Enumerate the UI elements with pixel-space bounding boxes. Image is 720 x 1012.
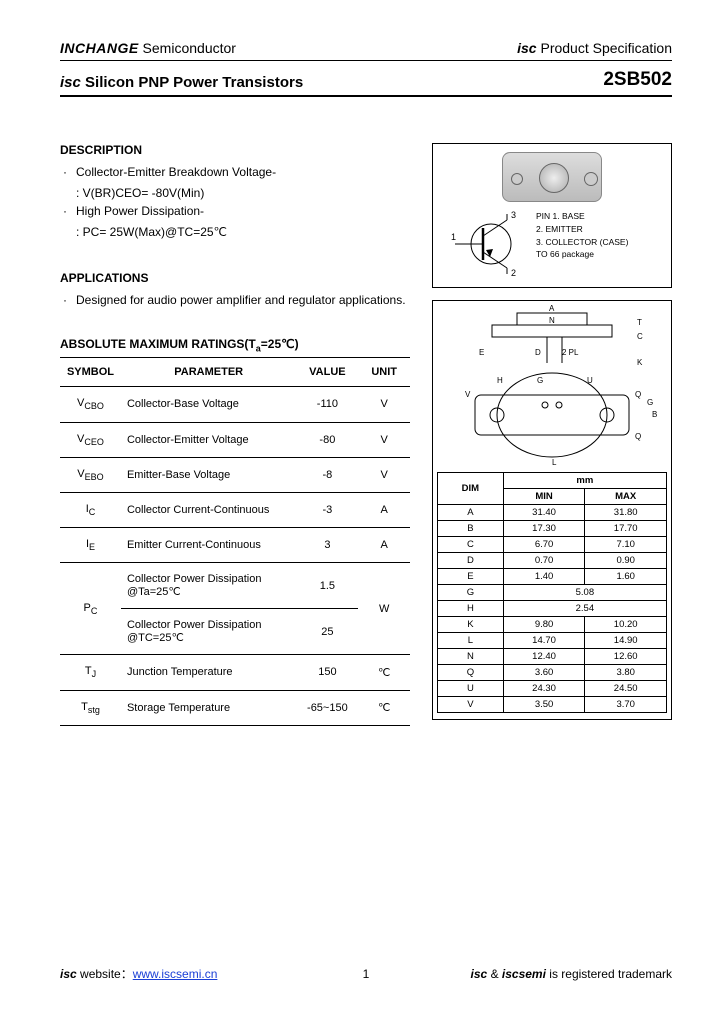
desc-item-2-sub: : PC= 25W(Max)@TC=25℃	[60, 223, 414, 241]
footer-website: isc website：www.iscsemi.cn	[60, 965, 217, 982]
svg-text:E: E	[479, 348, 484, 357]
table-row: TstgStorage Temperature-65~150℃	[60, 690, 410, 725]
page-header: INCHANGE Semiconductor isc Product Speci…	[60, 40, 672, 61]
col-param: PARAMETER	[121, 358, 296, 387]
table-row: V3.503.70	[438, 697, 667, 713]
svg-text:H: H	[497, 376, 503, 385]
svg-text:G: G	[537, 376, 543, 385]
page-number: 1	[363, 967, 370, 981]
title-row: isc Silicon PNP Power Transistors 2SB502	[60, 69, 672, 97]
svg-text:A: A	[549, 305, 555, 313]
package-photo	[502, 152, 602, 202]
dimensions-box: A N T C E K D 2 PL V H G U Q G B	[432, 300, 672, 720]
svg-text:1: 1	[451, 232, 456, 242]
svg-text:U: U	[587, 376, 593, 385]
bullet-icon: ·	[60, 163, 70, 181]
website-link[interactable]: www.iscsemi.cn	[133, 967, 218, 981]
table-row: B17.3017.70	[438, 521, 667, 537]
company-name: INCHANGE Semiconductor	[60, 40, 236, 56]
svg-text:Q: Q	[635, 390, 641, 399]
table-row: E1.401.60	[438, 569, 667, 585]
svg-text:K: K	[637, 358, 643, 367]
applications-heading: APPLICATIONS	[60, 271, 414, 285]
table-row: D0.700.90	[438, 553, 667, 569]
table-row: PCCollector Power Dissipation @Ta=25℃1.5…	[60, 563, 410, 609]
doc-title: isc Silicon PNP Power Transistors	[60, 74, 303, 91]
spec-rest: Product Specification	[537, 40, 672, 56]
main-content: DESCRIPTION · Collector-Emitter Breakdown…	[60, 143, 672, 726]
ratings-table: SYMBOL PARAMETER VALUE UNIT VCBOCollecto…	[60, 357, 410, 725]
part-number: 2SB502	[603, 69, 672, 91]
table-row: VCEOCollector-Emitter Voltage-80V	[60, 422, 410, 457]
col-unit: UNIT	[358, 358, 410, 387]
table-row: L14.7014.90	[438, 633, 667, 649]
svg-text:D: D	[535, 348, 541, 357]
description-section: DESCRIPTION · Collector-Emitter Breakdown…	[60, 143, 414, 241]
table-row: A31.4031.80	[438, 505, 667, 521]
ratings-heading: ABSOLUTE MAXIMUM RATINGS(Ta=25℃)	[60, 337, 414, 353]
table-row: VCBOCollector-Base Voltage-110V	[60, 387, 410, 422]
col-symbol: SYMBOL	[60, 358, 121, 387]
svg-text:G: G	[647, 398, 653, 407]
company-rest: Semiconductor	[139, 40, 236, 56]
svg-text:Q: Q	[635, 432, 641, 441]
svg-text:2 PL: 2 PL	[562, 348, 579, 357]
spec-isc: isc	[517, 40, 536, 56]
bullet-icon: ·	[60, 202, 70, 220]
table-row: Q3.603.80	[438, 665, 667, 681]
description-heading: DESCRIPTION	[60, 143, 414, 157]
table-row: IEEmitter Current-Continuous3A	[60, 528, 410, 563]
table-row: N12.4012.60	[438, 649, 667, 665]
table-row: VEBOEmitter-Base Voltage-8V	[60, 457, 410, 492]
svg-text:B: B	[652, 410, 657, 419]
col-max: MAX	[585, 489, 667, 505]
col-value: VALUE	[296, 358, 358, 387]
desc-item-1: Collector-Emitter Breakdown Voltage-	[76, 163, 276, 181]
spec-label: isc Product Specification	[517, 40, 672, 56]
svg-text:2: 2	[511, 268, 516, 278]
table-row: G5.08	[438, 585, 667, 601]
svg-text:T: T	[637, 318, 642, 327]
unit-header: mm	[503, 473, 666, 489]
title-rest: Silicon PNP Power Transistors	[81, 74, 303, 91]
footer-trademark: isc & iscsemi is registered trademark	[471, 967, 672, 981]
table-row: ICCollector Current-Continuous-3A	[60, 492, 410, 527]
svg-text:3: 3	[511, 210, 516, 220]
dimension-drawing: A N T C E K D 2 PL V H G U Q G B	[437, 305, 667, 470]
table-header-row: SYMBOL PARAMETER VALUE UNIT	[60, 358, 410, 387]
pin-labels: PIN 1. BASE 2. EMITTER 3. COLLECTOR (CAS…	[536, 210, 628, 261]
table-row: K9.8010.20	[438, 617, 667, 633]
svg-text:N: N	[549, 316, 555, 325]
table-row: U24.3024.50	[438, 681, 667, 697]
desc-item-1-sub: : V(BR)CEO= -80V(Min)	[60, 184, 414, 202]
table-row: C6.707.10	[438, 537, 667, 553]
company-bold: INCHANGE	[60, 40, 139, 56]
desc-item-2: High Power Dissipation-	[76, 202, 204, 220]
circuit-symbol: 1 3 2 PIN 1. BASE 2. EMITTER 3. COLLECTO…	[441, 210, 663, 280]
title-isc: isc	[60, 74, 81, 91]
applications-section: APPLICATIONS · Designed for audio power a…	[60, 271, 414, 309]
table-row: H2.54	[438, 601, 667, 617]
dimensions-table: DIMmm MINMAX A31.4031.80B17.3017.70C6.70…	[437, 472, 667, 713]
package-diagram: 1 3 2 PIN 1. BASE 2. EMITTER 3. COLLECTO…	[432, 143, 672, 288]
table-row: TJJunction Temperature150℃	[60, 655, 410, 690]
svg-text:C: C	[637, 332, 643, 341]
col-dim: DIM	[438, 473, 504, 505]
svg-text:L: L	[552, 458, 557, 467]
bullet-icon: ·	[60, 291, 70, 309]
page-footer: isc website：www.iscsemi.cn 1 isc & iscse…	[60, 965, 672, 982]
col-min: MIN	[503, 489, 585, 505]
svg-text:V: V	[465, 390, 471, 399]
applications-text: Designed for audio power amplifier and r…	[76, 291, 406, 309]
